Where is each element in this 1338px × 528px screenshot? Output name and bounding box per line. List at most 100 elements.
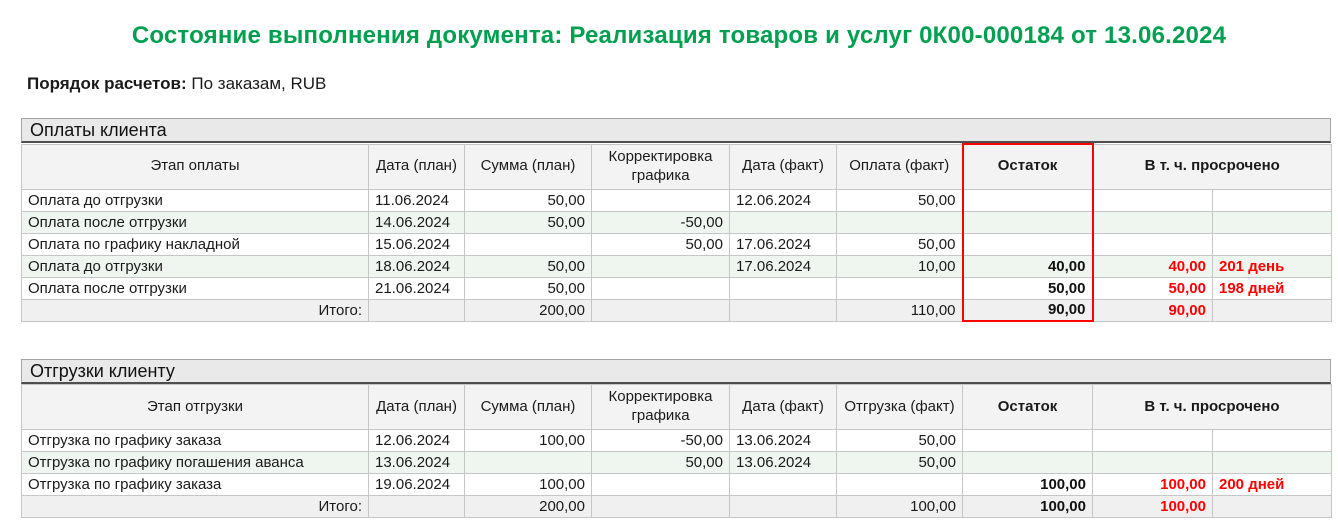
total-cell — [1211, 495, 1333, 518]
table-cell: 17.06.2024 — [729, 232, 837, 256]
column-header-stage: Этап отгрузки — [21, 384, 369, 430]
table-cell: 50,00 — [464, 276, 592, 300]
table-cell — [836, 210, 963, 234]
table-cell: 18.06.2024 — [368, 254, 465, 278]
table-cell: 40,00 — [961, 254, 1094, 278]
table-cell — [1211, 232, 1333, 256]
total-cell: 200,00 — [464, 495, 592, 518]
table-cell: 10,00 — [836, 254, 963, 278]
settlement-order-value: По заказам, RUB — [191, 74, 327, 93]
table-cell: 100,00 — [464, 429, 592, 452]
column-header-schedule-adjustment: Корректировка графика — [591, 143, 730, 190]
total-cell — [729, 298, 837, 322]
total-cell — [729, 495, 837, 518]
table-cell: Оплата до отгрузки — [21, 254, 369, 278]
total-cell: 90,00 — [1092, 298, 1213, 322]
table-cell: 198 дней — [1211, 276, 1333, 300]
table-cell: 50,00 — [836, 232, 963, 256]
table-cell — [961, 210, 1094, 234]
table-cell: 11.06.2024 — [368, 188, 465, 212]
column-header-schedule-adjustment: Корректировка графика — [591, 384, 730, 430]
table-cell: 100,00 — [464, 473, 592, 496]
table-cell: 201 день — [1211, 254, 1333, 278]
table-cell: 100,00 — [962, 473, 1093, 496]
table-cell: 19.06.2024 — [368, 473, 465, 496]
table-cell: 14.06.2024 — [368, 210, 465, 234]
total-cell: Итого: — [21, 298, 369, 322]
table-row: Оплата после отгрузки 21.06.2024 50,00 50,0… — [21, 276, 1333, 300]
table-cell — [1211, 451, 1333, 474]
table-cell — [729, 276, 837, 300]
page-title: Состояние выполнения документа: Реализац… — [131, 22, 1227, 49]
total-cell: 90,00 — [961, 298, 1094, 322]
table-cell: 13.06.2024 — [729, 451, 837, 474]
shipments-section: Отгрузки клиенту Этап отгрузки Дата (пла… — [21, 359, 1333, 518]
table-cell — [961, 232, 1094, 256]
table-cell — [1211, 210, 1333, 234]
table-cell: 200 дней — [1211, 473, 1333, 496]
table-cell: Оплата по графику накладной — [21, 232, 369, 256]
table-cell: 13.06.2024 — [729, 429, 837, 452]
table-cell: 100,00 — [1092, 473, 1213, 496]
column-header-date-fact: Дата (факт) — [729, 143, 837, 190]
column-header-overdue: В т. ч. просрочено — [1091, 384, 1333, 430]
table-cell — [464, 451, 592, 474]
table-cell: Оплата после отгрузки — [21, 276, 369, 300]
total-cell: Итого: — [21, 495, 369, 518]
shipments-section-title: Отгрузки клиенту — [21, 359, 1331, 384]
table-cell — [1092, 210, 1213, 234]
table-cell: 21.06.2024 — [368, 276, 465, 300]
table-cell — [962, 451, 1093, 474]
column-header-remainder: Остаток — [961, 143, 1094, 190]
table-cell: 15.06.2024 — [368, 232, 465, 256]
table-cell — [729, 210, 837, 234]
settlement-order-label: Порядок расчетов: — [27, 74, 187, 93]
table-cell — [1211, 188, 1333, 212]
total-cell — [1211, 298, 1333, 322]
table-cell — [591, 473, 730, 496]
table-cell: Отгрузка по графику погашения аванса — [21, 451, 369, 474]
table-cell: 50,00 — [464, 210, 592, 234]
payments-header-row: Этап оплаты Дата (план) Сумма (план) Кор… — [21, 143, 1333, 190]
table-cell — [591, 188, 730, 212]
table-cell: 13.06.2024 — [368, 451, 465, 474]
column-header-sum-plan: Сумма (план) — [464, 143, 592, 190]
table-cell — [1092, 429, 1213, 452]
table-row: Оплата по графику накладной 15.06.2024 50,… — [21, 232, 1333, 256]
column-header-date-plan: Дата (план) — [368, 384, 465, 430]
table-row: Оплата до отгрузки 11.06.2024 50,00 12.06.2… — [21, 188, 1333, 212]
table-cell: Оплата после отгрузки — [21, 210, 369, 234]
table-cell: -50,00 — [591, 210, 730, 234]
payments-section: Оплаты клиента Этап оплаты Дата (план) С… — [21, 118, 1333, 322]
total-cell — [368, 298, 465, 322]
table-cell: 12.06.2024 — [729, 188, 837, 212]
table-cell: 50,00 — [591, 451, 730, 474]
table-cell: 50,00 — [464, 188, 592, 212]
table-cell — [1092, 451, 1213, 474]
total-cell: 100,00 — [962, 495, 1093, 518]
total-cell: 100,00 — [1092, 495, 1213, 518]
table-cell — [591, 254, 730, 278]
table-cell: 12.06.2024 — [368, 429, 465, 452]
column-header-remainder: Остаток — [962, 384, 1093, 430]
table-cell: Отгрузка по графику заказа — [21, 429, 369, 452]
settlement-order: Порядок расчетов: По заказам, RUB — [27, 74, 1338, 94]
table-cell: 50,00 — [836, 451, 963, 474]
table-cell: 40,00 — [1092, 254, 1213, 278]
total-cell — [591, 495, 730, 518]
table-cell — [1092, 232, 1213, 256]
total-cell: 200,00 — [464, 298, 592, 322]
table-row: Отгрузка по графику заказа 12.06.2024 100,… — [21, 429, 1333, 452]
shipments-header-row: Этап отгрузки Дата (план) Сумма (план) К… — [21, 384, 1333, 430]
table-row: Оплата до отгрузки 18.06.2024 50,00 17.06.2… — [21, 254, 1333, 278]
table-row: Отгрузка по графику заказа 19.06.2024 100,… — [21, 473, 1333, 496]
table-row: Отгрузка по графику погашения аванса 13.0… — [21, 451, 1333, 474]
total-row: Итого: 200,00 110,00 90,00 90,00 — [21, 298, 1333, 322]
table-cell: 50,00 — [836, 429, 963, 452]
column-header-stage: Этап оплаты — [21, 143, 369, 190]
column-header-shipment-fact: Отгрузка (факт) — [836, 384, 963, 430]
table-cell — [961, 188, 1094, 212]
total-cell: 110,00 — [836, 298, 963, 322]
table-cell: 50,00 — [1092, 276, 1213, 300]
